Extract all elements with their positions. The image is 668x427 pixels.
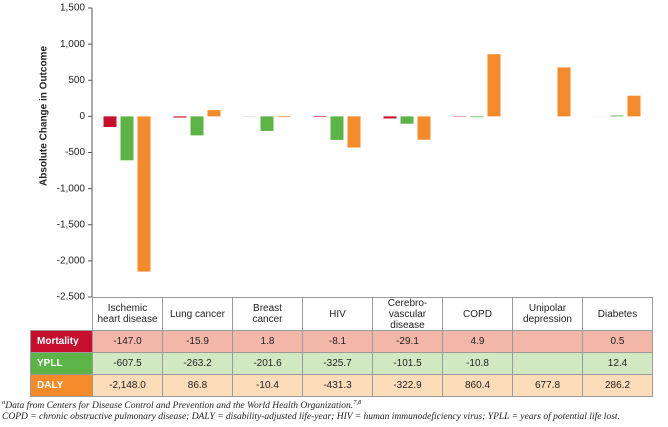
- bar: [400, 116, 414, 124]
- y-tick-label: 0: [79, 111, 85, 122]
- y-axis-label: Absolute Change in Outcome: [39, 46, 50, 186]
- table-cell: 286.2: [582, 374, 653, 397]
- table-cell: [512, 352, 583, 375]
- bar: [260, 116, 274, 131]
- table-cell: -322.9: [372, 374, 443, 397]
- table-cell: 4.9: [442, 330, 513, 353]
- table-cell: -201.6: [232, 352, 303, 375]
- footnote-refs: 7,8: [353, 399, 362, 406]
- y-tick-label: 1,500: [60, 3, 85, 14]
- y-tick-label: -2,000: [57, 256, 86, 267]
- table-cell: -147.0: [92, 330, 163, 353]
- table-cell: 860.4: [442, 374, 513, 397]
- bar: [207, 110, 221, 117]
- y-tick-label: -2,500: [57, 292, 86, 300]
- row-label: YPLL: [30, 352, 93, 375]
- table-cell: 12.4: [582, 352, 653, 375]
- bar: [610, 115, 624, 117]
- table-cell: -607.5: [92, 352, 163, 375]
- bar: [417, 116, 431, 140]
- bar: [557, 67, 571, 117]
- footnote: aData from Centers for Disease Control a…: [2, 399, 361, 411]
- bar: [190, 116, 204, 136]
- bar: [627, 95, 641, 117]
- bar: [313, 116, 327, 117]
- bar: [330, 116, 344, 140]
- footnote: COPD = chronic obstructive pulmonary dis…: [2, 412, 620, 422]
- bar: [470, 116, 484, 118]
- table-cell: -431.3: [302, 374, 373, 397]
- table-cell: -101.5: [372, 352, 443, 375]
- row-label: Mortality: [30, 330, 93, 353]
- category-label: COPD: [442, 297, 513, 331]
- footnote-marker: a: [2, 399, 6, 406]
- y-tick-label: 500: [68, 75, 85, 86]
- footnote-text: Data from Centers for Disease Control an…: [5, 401, 354, 412]
- table-cell: -8.1: [302, 330, 373, 353]
- bar: [383, 116, 397, 119]
- category-label: Ischemic heart disease: [92, 297, 163, 331]
- bar: [277, 116, 291, 118]
- bar: [120, 116, 134, 161]
- category-label: Cerebro-vascular disease: [372, 297, 443, 331]
- table-cell: 0.5: [582, 330, 653, 353]
- y-tick-label: -1,500: [57, 219, 86, 230]
- bar: [173, 116, 187, 118]
- table-cell: -10.8: [442, 352, 513, 375]
- bar: [487, 54, 501, 117]
- category-label: Diabetes: [582, 297, 653, 331]
- y-tick-label: -1,000: [57, 183, 86, 194]
- category-label: Unipolar depression: [512, 297, 583, 331]
- y-tick-label: 1,000: [60, 39, 85, 50]
- table-cell: 677.8: [512, 374, 583, 397]
- table-cell: 86.8: [162, 374, 233, 397]
- category-label: Breast cancer: [232, 297, 303, 331]
- bar: [137, 116, 151, 272]
- y-tick-label: -500: [65, 147, 85, 158]
- chart: Absolute Change in Outcome 1,500 1,000 500…: [39, 3, 641, 300]
- table-cell: -2,148.0: [92, 374, 163, 397]
- table-cell: -325.7: [302, 352, 373, 375]
- category-label: HIV: [302, 297, 373, 331]
- table-cell: [512, 330, 583, 353]
- table-cell: -10.4: [232, 374, 303, 397]
- footnote-text: COPD = chronic obstructive pulmonary dis…: [2, 412, 620, 422]
- table-cell: -29.1: [372, 330, 443, 353]
- bar: [347, 116, 361, 148]
- bar: [103, 116, 117, 127]
- table-cell: -15.9: [162, 330, 233, 353]
- row-label: DALY: [30, 374, 93, 397]
- table-cell: -263.2: [162, 352, 233, 375]
- table-cell: 1.8: [232, 330, 303, 353]
- category-label: Lung cancer: [162, 297, 233, 331]
